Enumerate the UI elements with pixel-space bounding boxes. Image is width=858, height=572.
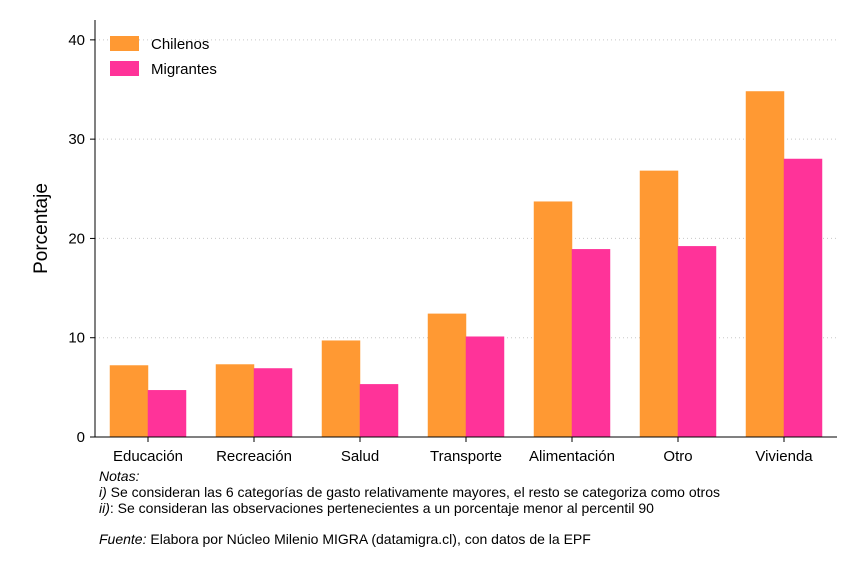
x-tick-label: Vivienda <box>755 448 813 465</box>
notes-heading: Notas: <box>99 468 140 484</box>
bar-migrantes <box>465 336 505 438</box>
bar-migrantes <box>677 246 717 438</box>
bar-migrantes <box>783 158 823 438</box>
y-tick-label: 10 <box>68 330 85 347</box>
x-tick-label: Recreación <box>216 448 292 465</box>
x-tick-label: Transporte <box>430 448 502 465</box>
y-tick-label: 40 <box>68 32 85 49</box>
x-ticks: Educación Recreación Salud Transporte Alimen… <box>113 437 813 465</box>
notes: Notas: i) Se consideran las 6 categorías… <box>99 468 720 516</box>
notes-line-2: ii): Se consideran las observaciones per… <box>99 500 654 516</box>
bar-chilenos <box>109 365 149 438</box>
source-note: Fuente: Elabora por Núcleo Milenio MIGRA… <box>99 531 591 547</box>
bar-chilenos <box>745 91 785 438</box>
bar-chilenos <box>533 201 573 438</box>
bar-migrantes <box>253 368 293 438</box>
legend-label-chilenos: Chilenos <box>151 36 209 53</box>
notes-line-1: i) Se consideran las 6 categorías de gas… <box>99 484 720 500</box>
bar-chilenos <box>215 364 255 438</box>
bar-migrantes <box>359 384 399 438</box>
x-tick-label: Otro <box>663 448 692 465</box>
y-tick-label: 30 <box>68 131 85 148</box>
x-tick-label: Salud <box>341 448 379 465</box>
y-ticks: 0 10 20 30 40 <box>68 32 95 446</box>
bar-chilenos <box>639 170 679 438</box>
legend-label-migrantes: Migrantes <box>151 61 217 78</box>
gridlines <box>95 39 837 339</box>
bar-migrantes <box>571 249 611 438</box>
legend-swatch-migrantes <box>110 61 139 76</box>
bar-chart: 0 10 20 30 40 Educación Recreación Salud Transp… <box>31 20 837 465</box>
bar-chilenos <box>427 313 467 438</box>
legend-swatch-chilenos <box>110 36 139 51</box>
bar-chilenos <box>321 340 361 438</box>
y-tick-label: 0 <box>77 429 85 446</box>
bars <box>109 91 823 438</box>
x-tick-label: Alimentación <box>529 448 615 465</box>
bar-migrantes <box>147 390 187 438</box>
y-axis-label: Porcentaje <box>31 183 52 274</box>
y-tick-label: 20 <box>68 230 85 247</box>
legend: Chilenos Migrantes <box>110 36 217 78</box>
x-tick-label: Educación <box>113 448 183 465</box>
